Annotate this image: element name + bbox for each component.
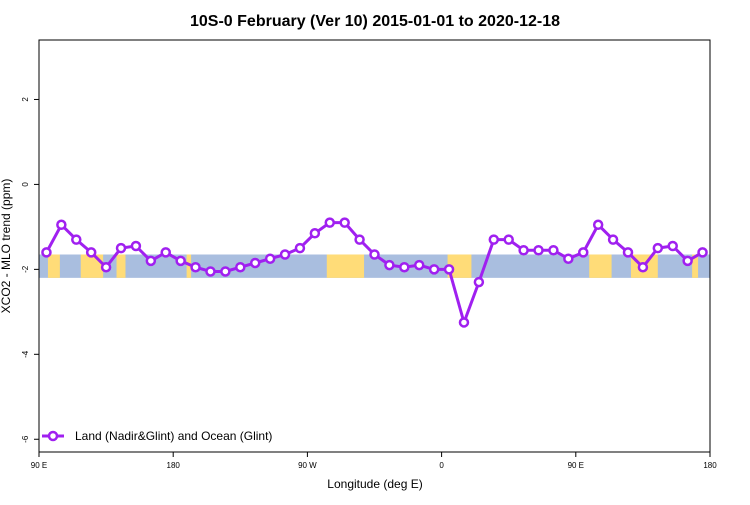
data-point[interactable] <box>607 234 619 245</box>
data-point[interactable] <box>428 264 440 275</box>
data-point[interactable] <box>145 255 157 267</box>
data-point[interactable] <box>294 242 306 254</box>
data-point[interactable] <box>667 240 678 252</box>
y-tick-label: -2 <box>21 265 30 273</box>
x-tick-label: 0 <box>439 461 444 470</box>
data-point[interactable] <box>71 234 82 245</box>
data-point[interactable] <box>622 247 634 258</box>
x-tick-label: 180 <box>703 461 717 470</box>
data-point[interactable] <box>279 249 291 260</box>
data-point[interactable] <box>592 219 604 231</box>
series-layer <box>41 217 708 328</box>
data-point[interactable] <box>354 234 365 245</box>
data-point[interactable] <box>518 244 529 256</box>
land-region <box>186 254 192 278</box>
data-point[interactable] <box>220 266 231 277</box>
data-point[interactable] <box>130 240 142 252</box>
data-point[interactable] <box>488 234 500 245</box>
y-tick-label: 2 <box>21 97 30 102</box>
x-axis-label: Longitude (deg E) <box>327 477 422 491</box>
data-point[interactable] <box>249 257 261 269</box>
x-tick-label: 90 E <box>31 461 47 470</box>
data-point[interactable] <box>190 261 201 273</box>
data-point[interactable] <box>56 219 67 231</box>
data-point[interactable] <box>563 253 574 264</box>
data-point[interactable] <box>160 247 171 258</box>
data-point[interactable] <box>205 266 216 277</box>
legend-label: Land (Nadir&Glint) and Ocean (Glint) <box>75 429 272 443</box>
data-point[interactable] <box>458 317 470 328</box>
land-region <box>692 254 699 278</box>
x-tick-label: 90 E <box>568 461 584 470</box>
data-point[interactable] <box>533 244 544 256</box>
x-axis: 90 E 180 90 W 0 90 E 180 <box>31 452 717 470</box>
legend-marker-swatch <box>47 430 59 442</box>
data-point[interactable] <box>637 261 649 273</box>
data-point[interactable] <box>235 261 246 273</box>
data-point[interactable] <box>100 261 112 273</box>
y-tick-label: -4 <box>21 350 30 358</box>
y-axis-label: XCO2 - MLO trend (ppm) <box>0 179 13 314</box>
plot-frame <box>38 39 711 453</box>
x-tick-label: 90 W <box>298 461 317 470</box>
data-point[interactable] <box>682 255 693 267</box>
data-point[interactable] <box>264 253 276 264</box>
data-point[interactable] <box>697 247 708 258</box>
data-point[interactable] <box>473 276 485 288</box>
y-tick-label: 0 <box>21 182 30 187</box>
data-point[interactable] <box>548 244 559 256</box>
data-point[interactable] <box>443 264 455 275</box>
data-point[interactable] <box>85 247 97 258</box>
data-point[interactable] <box>369 249 380 260</box>
data-point[interactable] <box>578 247 589 258</box>
data-point[interactable] <box>399 261 410 273</box>
data-point[interactable] <box>175 255 186 267</box>
land-region <box>589 254 612 278</box>
y-axis: -6 -4 -2 0 2 <box>21 97 39 443</box>
data-point[interactable] <box>41 247 52 258</box>
x-tick-label: 180 <box>167 461 181 470</box>
data-point[interactable] <box>413 259 425 271</box>
data-point[interactable] <box>503 234 514 245</box>
legend[interactable]: Land (Nadir&Glint) and Ocean (Glint) <box>42 429 272 443</box>
data-point[interactable] <box>652 242 664 254</box>
land-region <box>47 254 60 278</box>
data-point[interactable] <box>309 228 321 239</box>
data-point[interactable] <box>115 242 127 254</box>
chart-title: 10S-0 February (Ver 10) 2015-01-01 to 20… <box>190 13 560 30</box>
data-point[interactable] <box>384 259 395 271</box>
data-point[interactable] <box>324 217 336 228</box>
land-region <box>80 254 104 278</box>
data-point[interactable] <box>339 217 350 228</box>
land-region <box>116 254 126 278</box>
y-tick-label: -6 <box>21 435 30 443</box>
land-region <box>326 254 365 278</box>
